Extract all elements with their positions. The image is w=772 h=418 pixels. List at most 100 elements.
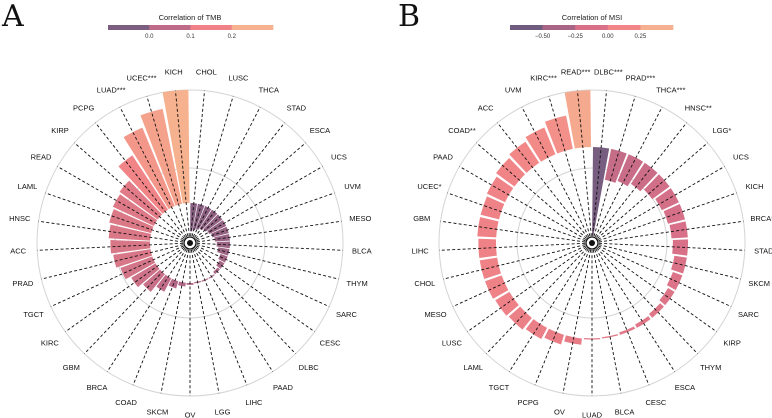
bar-lusc [495, 291, 519, 316]
colorbar-tick-label: 0.2 [228, 34, 237, 40]
bar-kirc [544, 115, 573, 154]
category-label: CHOL [414, 279, 435, 288]
bar-brca [669, 221, 688, 239]
category-label: LIHC [245, 398, 263, 407]
category-label: KIRP [723, 338, 741, 347]
colorbar-segment [231, 25, 274, 30]
bar-laml [508, 306, 532, 330]
category-label: PCPG [73, 103, 94, 112]
panel-label-b: B [398, 0, 420, 34]
category-label: PRAD*** [626, 73, 656, 82]
category-label: OV [554, 407, 565, 416]
spoke-line [194, 142, 306, 239]
category-label: LGG* [713, 126, 732, 135]
category-label: LGG [215, 407, 231, 416]
bar-stad [672, 239, 689, 256]
spoke-line [521, 106, 590, 237]
spoke-line [160, 249, 190, 394]
colorbar-tick-label: 0.00 [602, 34, 614, 40]
bar-prad [113, 249, 153, 268]
spoke-line [596, 142, 708, 239]
category-label: STAD [754, 247, 772, 256]
category-label: THCA*** [656, 86, 685, 95]
spoke-line [190, 90, 205, 237]
spoke-line [497, 122, 589, 238]
spoke-line [598, 245, 732, 307]
category-label: OV [185, 411, 196, 418]
colorbar-tick-label: −0.25 [568, 34, 584, 40]
spoke-line [119, 106, 188, 237]
category-label: LIHC [412, 247, 430, 256]
category-label: MESO [424, 310, 446, 319]
bar-skcm [671, 255, 687, 274]
bar-brca [156, 274, 172, 292]
spoke-line [194, 247, 296, 355]
bar-tgct [120, 256, 156, 280]
center-dot [589, 240, 595, 246]
spoke-line [50, 245, 184, 307]
category-label: STAD [287, 103, 307, 112]
spoke-line [594, 249, 650, 386]
radial-chart-0: 0.0 0.1 0.2 CHOL LUSC THCA STAD ESCA UCS UVM MESO B… [9, 25, 372, 418]
spoke-line [196, 242, 343, 251]
bar-thca [617, 154, 644, 187]
spoke-line [196, 245, 330, 307]
category-label: TGCT [489, 383, 510, 392]
category-label: UCEC*** [127, 73, 157, 82]
colorbar-tick-label: 0.0 [145, 34, 154, 40]
colorbar-segment [510, 25, 543, 30]
spoke-line [440, 220, 586, 243]
spoke-line [598, 192, 737, 242]
category-label: COAD [115, 398, 137, 407]
spoke-line [190, 249, 220, 394]
spoke-line [74, 142, 186, 239]
spoke-line [592, 90, 607, 237]
category-label: SKCM [748, 279, 770, 288]
bar-ucec [140, 108, 183, 206]
spoke-line [459, 166, 587, 240]
spoke-line [596, 247, 698, 355]
category-label: LUAD [582, 411, 603, 418]
spoke-line [534, 249, 590, 386]
category-label: READ*** [561, 67, 591, 76]
category-label: UCS [733, 153, 749, 162]
spoke-line [38, 220, 184, 243]
spoke-line [192, 249, 248, 386]
bar-kich [162, 89, 190, 204]
category-label: LUAD*** [97, 86, 126, 95]
spoke-line [598, 220, 744, 243]
category-label: DLBC [299, 363, 320, 372]
bar-esca [635, 316, 651, 328]
category-label: MESO [349, 214, 371, 223]
bar-read [564, 90, 591, 149]
spoke-line [577, 90, 592, 237]
spoke-line [597, 246, 717, 333]
spoke-line [192, 106, 261, 237]
spoke-line [84, 247, 186, 355]
spoke-line [95, 122, 187, 238]
category-label: THCA [259, 86, 279, 95]
spoke-line [191, 96, 234, 237]
spoke-line [41, 244, 184, 280]
colorbar-segment [607, 25, 641, 30]
category-label: LAML [464, 363, 484, 372]
category-label: UVM [505, 86, 522, 95]
spoke-line [37, 242, 184, 251]
colorbar-segment [108, 25, 150, 30]
spoke-line [598, 242, 745, 251]
category-label: HNSC [9, 214, 31, 223]
spoke-line [593, 96, 636, 237]
category-label: GBM [413, 214, 430, 223]
spoke-line [195, 166, 323, 240]
category-label: GBM [63, 363, 80, 372]
bar-meso [214, 233, 230, 242]
bar-thca [195, 206, 212, 230]
bar-hnsc [630, 162, 658, 192]
radial-chart-1: −0.50 −0.25 0.00 0.25 DLBC***PRAD***THCA***H… [412, 25, 772, 418]
spoke-line [447, 192, 586, 242]
category-label: TGCT [23, 310, 44, 319]
spoke-line [595, 122, 687, 238]
bar-uvm [525, 127, 556, 162]
bar-kich [663, 204, 686, 224]
